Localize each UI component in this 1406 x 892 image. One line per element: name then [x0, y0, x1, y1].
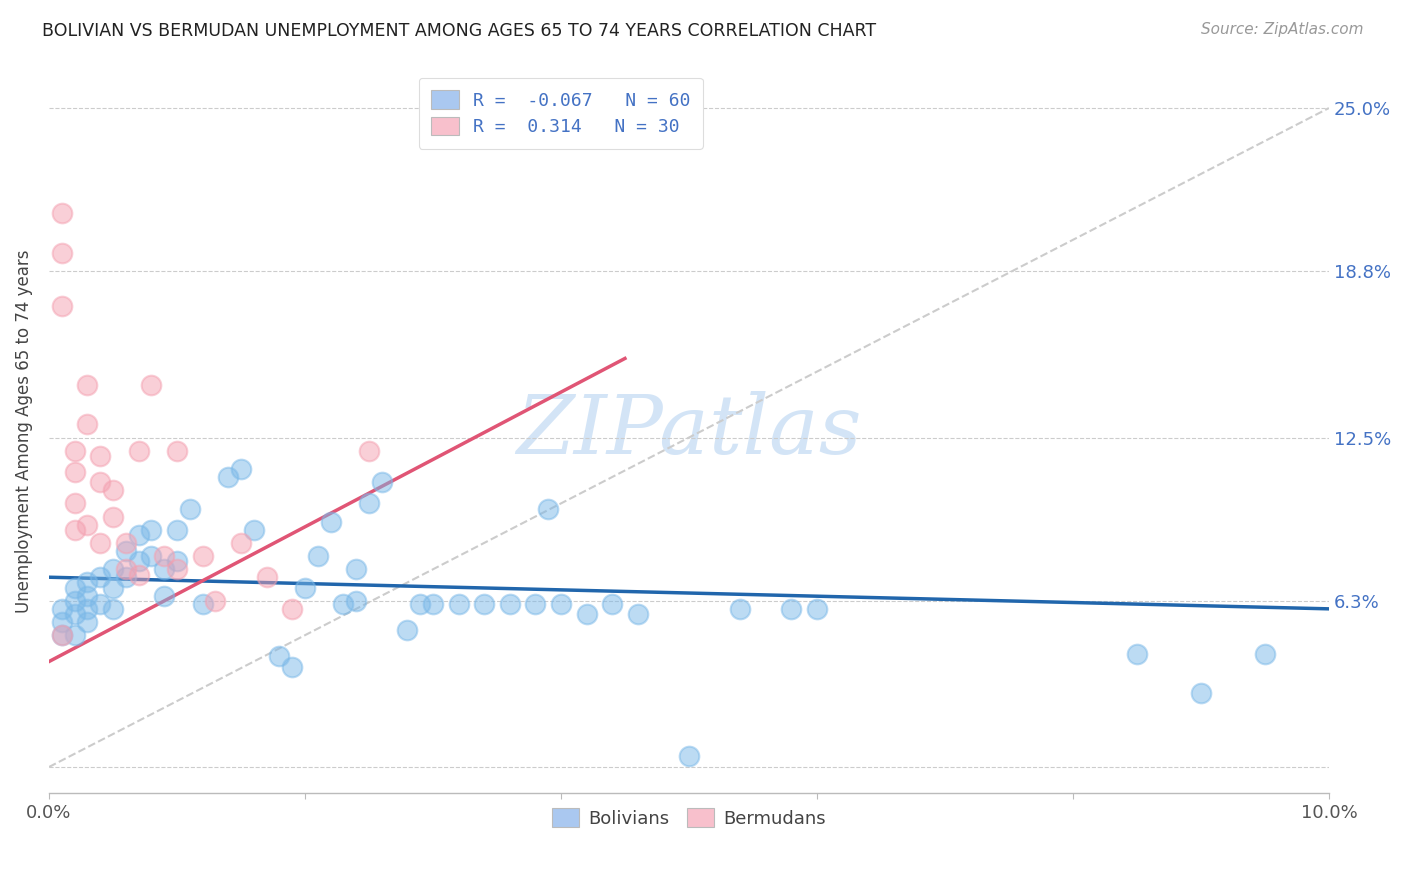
- Point: [63, 607, 86, 621]
- Point: [524, 597, 547, 611]
- Point: [114, 562, 136, 576]
- Point: [166, 562, 188, 576]
- Point: [499, 597, 522, 611]
- Legend: Bolivians, Bermudans: Bolivians, Bermudans: [544, 801, 834, 835]
- Point: [217, 470, 239, 484]
- Point: [204, 594, 226, 608]
- Point: [51, 628, 73, 642]
- Point: [114, 544, 136, 558]
- Point: [89, 536, 111, 550]
- Point: [76, 602, 98, 616]
- Point: [114, 536, 136, 550]
- Text: Source: ZipAtlas.com: Source: ZipAtlas.com: [1201, 22, 1364, 37]
- Point: [63, 628, 86, 642]
- Point: [76, 377, 98, 392]
- Point: [63, 581, 86, 595]
- Point: [281, 660, 304, 674]
- Point: [128, 443, 150, 458]
- Point: [76, 589, 98, 603]
- Point: [307, 549, 329, 563]
- Point: [101, 509, 124, 524]
- Point: [89, 570, 111, 584]
- Point: [179, 501, 201, 516]
- Point: [76, 615, 98, 629]
- Point: [780, 602, 803, 616]
- Point: [344, 562, 367, 576]
- Text: BOLIVIAN VS BERMUDAN UNEMPLOYMENT AMONG AGES 65 TO 74 YEARS CORRELATION CHART: BOLIVIAN VS BERMUDAN UNEMPLOYMENT AMONG …: [42, 22, 876, 40]
- Point: [728, 602, 751, 616]
- Point: [806, 602, 828, 616]
- Point: [166, 554, 188, 568]
- Point: [600, 597, 623, 611]
- Point: [229, 462, 252, 476]
- Point: [128, 554, 150, 568]
- Point: [76, 417, 98, 432]
- Point: [63, 496, 86, 510]
- Point: [1254, 647, 1277, 661]
- Point: [229, 536, 252, 550]
- Point: [166, 443, 188, 458]
- Point: [550, 597, 572, 611]
- Point: [141, 377, 163, 392]
- Point: [537, 501, 560, 516]
- Point: [269, 649, 291, 664]
- Point: [627, 607, 650, 621]
- Point: [63, 594, 86, 608]
- Point: [294, 581, 316, 595]
- Point: [89, 449, 111, 463]
- Point: [447, 597, 470, 611]
- Point: [51, 628, 73, 642]
- Point: [51, 602, 73, 616]
- Point: [409, 597, 432, 611]
- Point: [166, 523, 188, 537]
- Point: [114, 570, 136, 584]
- Point: [1189, 686, 1212, 700]
- Point: [63, 523, 86, 537]
- Point: [153, 549, 176, 563]
- Point: [128, 528, 150, 542]
- Point: [422, 597, 444, 611]
- Point: [63, 465, 86, 479]
- Point: [141, 549, 163, 563]
- Point: [678, 749, 700, 764]
- Text: ZIPatlas: ZIPatlas: [516, 391, 862, 471]
- Point: [357, 496, 380, 510]
- Point: [128, 567, 150, 582]
- Point: [472, 597, 495, 611]
- Point: [76, 517, 98, 532]
- Point: [89, 475, 111, 490]
- Point: [191, 597, 214, 611]
- Point: [319, 515, 342, 529]
- Point: [396, 623, 419, 637]
- Point: [76, 575, 98, 590]
- Point: [344, 594, 367, 608]
- Point: [141, 523, 163, 537]
- Point: [1126, 647, 1149, 661]
- Point: [51, 206, 73, 220]
- Point: [153, 562, 176, 576]
- Point: [101, 602, 124, 616]
- Point: [281, 602, 304, 616]
- Point: [63, 443, 86, 458]
- Point: [89, 597, 111, 611]
- Point: [51, 246, 73, 260]
- Point: [153, 589, 176, 603]
- Point: [101, 581, 124, 595]
- Point: [332, 597, 354, 611]
- Point: [357, 443, 380, 458]
- Y-axis label: Unemployment Among Ages 65 to 74 years: Unemployment Among Ages 65 to 74 years: [15, 249, 32, 613]
- Point: [51, 299, 73, 313]
- Point: [101, 483, 124, 498]
- Point: [371, 475, 394, 490]
- Point: [191, 549, 214, 563]
- Point: [256, 570, 278, 584]
- Point: [242, 523, 264, 537]
- Point: [575, 607, 598, 621]
- Point: [101, 562, 124, 576]
- Point: [51, 615, 73, 629]
